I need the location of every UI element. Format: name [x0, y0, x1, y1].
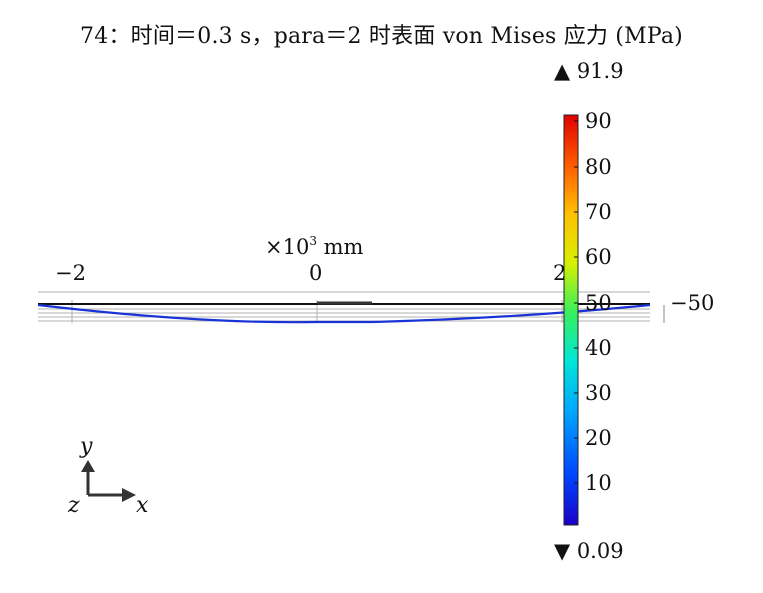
x-tick-label: 0 [309, 261, 323, 285]
colorbar-tick-label: 30 [585, 381, 612, 405]
colorbar-tick-label: 50 [585, 291, 612, 315]
domain-frame [38, 291, 665, 323]
x-tick-label: 2 [553, 261, 567, 285]
colorbar-tick-label: 20 [585, 426, 612, 450]
triad-x-label: x [136, 493, 149, 518]
x-axis-title-unit: mm [316, 235, 364, 259]
triad-z-label: z [68, 493, 80, 518]
colorbar-min-label: ▼ 0.09 [554, 539, 624, 563]
axis-triad [81, 460, 136, 502]
plot-title: 74：时间＝0.3 s，para＝2 时表面 von Mises 应力 (MPa… [80, 24, 683, 49]
x-axis-title-exponent: 3 [309, 234, 317, 248]
x-tick-label: −2 [55, 261, 86, 285]
colorbar-tick-label: 10 [585, 471, 612, 495]
colorbar-tick-label: 40 [585, 336, 612, 360]
triad-y-label: y [80, 434, 93, 459]
colorbar-ticks [574, 120, 578, 484]
colorbar [563, 114, 579, 526]
colorbar-max-label: ▲ 91.9 [554, 59, 624, 83]
colorbar-tick-label: 60 [585, 245, 612, 269]
x-axis-title: ×103 mm [265, 234, 363, 259]
colorbar-tick-label: 80 [585, 155, 612, 179]
colorbar-tick-label: 90 [585, 109, 612, 133]
colorbar-tick-label: 70 [585, 200, 612, 224]
deformed-beam [37, 303, 651, 324]
y-tick-label: −50 [670, 291, 715, 315]
x-axis-title-base: ×10 [265, 235, 310, 259]
